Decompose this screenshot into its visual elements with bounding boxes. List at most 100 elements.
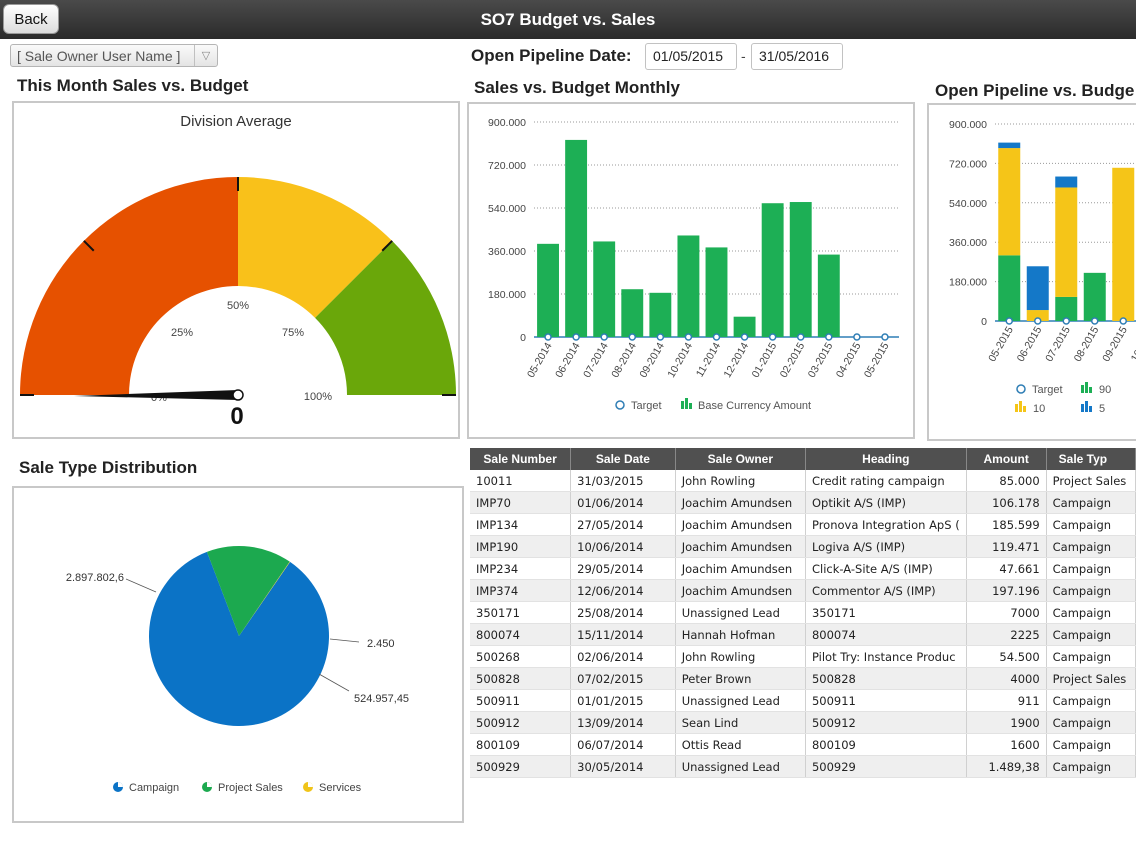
col-header-sale-type[interactable]: Sale Typ — [1046, 448, 1136, 470]
cell-sale-type: Campaign — [1046, 689, 1136, 712]
target-point — [600, 333, 608, 341]
cell-sale-owner: Joachim Amundsen — [675, 579, 806, 602]
legend-series-label: 10 — [1033, 403, 1045, 415]
bar — [593, 241, 616, 337]
legend-target-label: Target — [631, 400, 662, 412]
table-row[interactable]: 800109 06/07/2014 Ottis Read 800109 1600 Camp… — [470, 733, 1136, 756]
legend-series-icon — [1085, 401, 1088, 412]
table-row[interactable]: 500911 01/01/2015 Unassigned Lead 500911 911… — [470, 689, 1136, 712]
col-header-sale-owner[interactable]: Sale Owner — [675, 448, 806, 470]
table-row[interactable]: 350171 25/08/2014 Unassigned Lead 350171 700… — [470, 601, 1136, 624]
cell-sale-number: 500268 — [470, 645, 572, 668]
cell-sale-type: Campaign — [1046, 711, 1136, 734]
cell-amount: 185.599 — [966, 513, 1047, 536]
cell-amount: 1900 — [966, 711, 1047, 734]
date-from-input[interactable]: 01/05/2015 — [645, 43, 737, 70]
cell-sale-number: 10011 — [470, 470, 572, 492]
pipeline-budget-title: Open Pipeline vs. Budge — [935, 81, 1135, 100]
stack-segment — [998, 255, 1021, 321]
col-header-amount[interactable]: Amount — [966, 448, 1047, 470]
table-row[interactable]: IMP374 12/06/2014 Joachim Amundsen Commento… — [470, 579, 1136, 602]
table-row[interactable]: 10011 31/03/2015 John Rowling Credit rating… — [470, 470, 1136, 492]
cell-sale-date: 07/02/2015 — [570, 667, 676, 690]
cell-amount: 7000 — [966, 601, 1047, 624]
x-tick-label: 05-2015 — [986, 324, 1016, 364]
table-row[interactable]: IMP234 29/05/2014 Joachim Amundsen Click-A-… — [470, 557, 1136, 580]
monthly-chart-panel: 0 180.000 360.000 540.000 720.000 900.000 05-2… — [467, 102, 915, 439]
table-row[interactable]: 500929 30/05/2014 Unassigned Lead 500929 1.4… — [470, 755, 1136, 778]
x-tick-label: 08-2014 — [609, 340, 639, 380]
cell-heading: 800074 — [805, 623, 967, 646]
cell-sale-owner: Joachim Amundsen — [675, 535, 806, 558]
legend-series-icon — [1019, 401, 1022, 412]
table-row[interactable]: IMP70 01/06/2014 Joachim Amundsen Optikit A… — [470, 491, 1136, 514]
stack-segment — [1055, 176, 1078, 188]
target-point — [1034, 317, 1042, 325]
back-button[interactable]: Back — [3, 4, 59, 34]
cell-sale-date: 27/05/2014 — [570, 513, 676, 536]
cell-sale-number: 350171 — [470, 601, 572, 624]
col-header-heading[interactable]: Heading — [805, 448, 967, 470]
sale-owner-select[interactable]: [ Sale Owner User Name ] ▽ — [10, 44, 218, 67]
x-tick-label: 11-2014 — [694, 340, 723, 379]
cell-sale-owner: John Rowling — [675, 645, 806, 668]
cell-heading: 350171 — [805, 601, 967, 624]
cell-amount: 4000 — [966, 667, 1047, 690]
pie-data-label: 524.957,45 — [354, 693, 409, 705]
sale-owner-select-value: [ Sale Owner User Name ] — [17, 48, 181, 64]
legend-series-icon — [1081, 385, 1084, 393]
cell-sale-date: 10/06/2014 — [570, 535, 676, 558]
target-point — [712, 333, 721, 341]
table-row[interactable]: 500912 13/09/2014 Sean Lind 500912 1900 Campa… — [470, 711, 1136, 734]
cell-sale-owner: Unassigned Lead — [675, 755, 806, 778]
gauge-band-high — [315, 240, 456, 395]
table-row[interactable]: 800074 15/11/2014 Hannah Hofman 800074 2225 C… — [470, 623, 1136, 646]
gauge-label-75: 75% — [282, 327, 304, 339]
stack-segment — [1055, 296, 1078, 321]
table-row[interactable]: IMP134 27/05/2014 Joachim Amundsen Pronova … — [470, 513, 1136, 536]
monthly-bar-chart: 0 180.000 360.000 540.000 720.000 900.000 05-2… — [488, 117, 899, 412]
x-tick-label: 07-2015 — [1043, 324, 1073, 364]
bar — [537, 243, 559, 337]
col-header-sale-number[interactable]: Sale Number — [470, 448, 572, 470]
pipeline-stacked-chart: 0 180.000 360.000 540.000 720.000 900.000 05-2… — [949, 119, 1136, 415]
gauge-value: 0 — [230, 403, 244, 430]
page-title: SO7 Budget vs. Sales — [480, 10, 656, 29]
table-row[interactable]: 500268 02/06/2014 John Rowling Pilot Try: I… — [470, 645, 1136, 668]
target-point — [853, 333, 861, 341]
x-tick-label: 02-2015 — [778, 340, 808, 380]
bar — [733, 316, 756, 337]
gauge-label-50: 50% — [227, 300, 249, 312]
distribution-title: Sale Type Distribution — [19, 458, 198, 477]
legend-pie-icon-cut — [118, 782, 123, 787]
pipeline-date-label: Open Pipeline Date: — [471, 46, 632, 65]
table-row[interactable]: 500828 07/02/2015 Peter Brown 500828 4000 Pro… — [470, 667, 1136, 690]
pie-leader-line — [125, 578, 157, 593]
cell-heading: Commentor A/S (IMP) — [805, 579, 967, 602]
cell-heading: Pronova Integration ApS ( — [805, 513, 967, 536]
legend-pie-label: Campaign — [129, 782, 179, 794]
cell-sale-type: Campaign — [1046, 535, 1136, 558]
target-point — [740, 333, 749, 341]
cell-amount: 911 — [966, 689, 1047, 712]
target-point — [1119, 317, 1127, 325]
col-header-sale-date[interactable]: Sale Date — [570, 448, 676, 470]
y-tick-label: 900.000 — [488, 117, 526, 129]
y-tick-label: 540.000 — [949, 198, 987, 210]
table-header-row: Sale Number Sale Date Sale Owner Heading… — [470, 448, 1136, 470]
cell-sale-type: Campaign — [1046, 557, 1136, 580]
date-to-input[interactable]: 31/05/2016 — [751, 43, 843, 70]
cell-sale-date: 30/05/2014 — [570, 755, 676, 778]
bar — [565, 139, 588, 337]
legend-series-icon — [1015, 404, 1018, 412]
legend-bar-icon — [685, 398, 688, 409]
x-tick-label: 04-2015 — [834, 340, 864, 380]
legend-pie-icon-cut — [308, 782, 313, 787]
legend-pie-label: Project Sales — [218, 782, 283, 794]
table-row[interactable]: IMP190 10/06/2014 Joachim Amundsen Logiva A… — [470, 535, 1136, 558]
cell-sale-date: 31/03/2015 — [570, 470, 676, 492]
y-tick-label: 360.000 — [949, 237, 987, 249]
x-tick-label: 10-2014 — [665, 340, 695, 380]
bar — [761, 203, 784, 337]
pie-slice — [149, 551, 330, 726]
